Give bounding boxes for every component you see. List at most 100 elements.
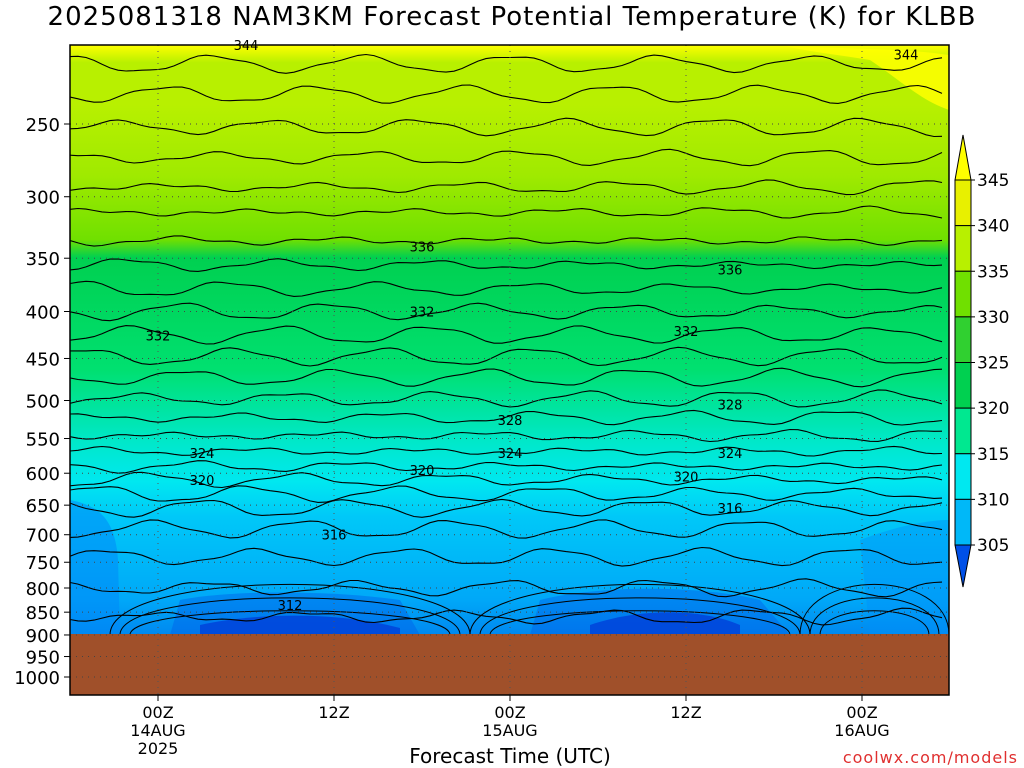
- colorbar-swatch: [954, 362, 972, 409]
- x-tick-label: 12Z: [318, 703, 349, 722]
- isentrope-line: [70, 519, 943, 539]
- isentrope-line: [70, 389, 943, 408]
- colorbar-swatch: [954, 179, 972, 227]
- colorbar-label: 315: [977, 445, 1009, 465]
- isentrope-line: [70, 498, 943, 518]
- colorbar-swatch: [954, 270, 972, 318]
- low-level-contour: [469, 583, 811, 635]
- colorbar-swatch: [954, 225, 972, 272]
- y-tick-label: 800: [26, 579, 60, 600]
- contour-lines: [70, 26, 949, 635]
- isentrope-line: [70, 280, 943, 297]
- field-blobs: [70, 45, 949, 635]
- isentrope-line: [70, 148, 943, 167]
- contour-label: 320: [190, 474, 215, 489]
- isentrope-line: [70, 428, 943, 443]
- ground-area: [70, 634, 949, 695]
- low-level-contour: [109, 583, 471, 635]
- colorbar-label: 340: [977, 217, 1009, 237]
- low-level-contour: [819, 610, 930, 635]
- isentrope-line: [70, 460, 943, 474]
- y-tick-label: 750: [26, 553, 60, 574]
- isentrope-line: [70, 485, 943, 503]
- isentrope-line: [70, 179, 943, 196]
- low-level-contour: [809, 597, 940, 635]
- x-tick-date: 16AUG: [834, 721, 889, 740]
- contour-label: 336: [718, 263, 743, 278]
- isentrope-line: [70, 117, 943, 138]
- low-level-contour: [799, 584, 949, 635]
- isentrope-line: [70, 471, 943, 489]
- y-axis: 2503003504004505005506006507007508008509…: [14, 115, 70, 689]
- contour-label: 328: [498, 414, 523, 429]
- contour-label: 332: [410, 305, 435, 320]
- contour-label: 336: [410, 241, 435, 256]
- isentrope-line: [70, 578, 943, 598]
- low-level-contour: [119, 597, 461, 635]
- credit-text: coolwx.com/models: [842, 748, 1018, 767]
- isentrope-line: [70, 53, 943, 74]
- colorbar-label: 335: [977, 262, 1009, 282]
- low-level-contour: [489, 610, 791, 635]
- y-tick-label: 600: [26, 464, 60, 485]
- y-tick-label: 500: [26, 392, 60, 413]
- colorbar-bottom-arrow: [954, 544, 972, 588]
- colorbar-swatch: [954, 498, 972, 546]
- x-tick-label: 00Z: [846, 703, 877, 722]
- low-level-contour: [129, 610, 451, 635]
- contour-label: 312: [278, 599, 303, 614]
- grid-lines: [70, 45, 949, 695]
- contour-label: 324: [190, 447, 215, 462]
- isentrope-line: [70, 607, 943, 626]
- contour-label: 316: [322, 529, 347, 544]
- colorbar-swatch: [954, 453, 972, 500]
- colorbar-top-arrow: [954, 134, 972, 181]
- contour-label: 332: [674, 325, 699, 340]
- y-tick-label: 350: [26, 249, 60, 270]
- contour-label: 332: [146, 330, 171, 345]
- colorbar: 345 340 335 330 325 320 315 310 305: [954, 134, 1009, 588]
- isentrope-line: [70, 258, 943, 272]
- x-tick-label: 00Z: [142, 703, 173, 722]
- x-axis-label: Forecast Time (UTC): [409, 744, 611, 768]
- isentrope-line: [70, 235, 943, 247]
- y-tick-label: 250: [26, 115, 60, 136]
- y-tick-label: 900: [26, 626, 60, 647]
- colorbar-swatch: [954, 407, 972, 455]
- contour-label: 320: [674, 471, 699, 486]
- y-tick-label: 850: [26, 603, 60, 624]
- y-tick-label: 450: [26, 349, 60, 370]
- y-tick-label: 400: [26, 302, 60, 323]
- colorbar-label: 310: [977, 490, 1009, 510]
- x-tick-label: 12Z: [670, 703, 701, 722]
- chart-title: 2025081318 NAM3KM Forecast Potential Tem…: [47, 2, 977, 32]
- y-tick-label: 950: [26, 648, 60, 669]
- isentrope-line: [70, 84, 943, 104]
- y-tick-label: 700: [26, 526, 60, 547]
- low-level-contour: [479, 597, 801, 635]
- colorbar-label: 345: [977, 171, 1009, 191]
- contour-label: 324: [718, 447, 743, 462]
- isentrope-line: [70, 325, 943, 345]
- isentrope-line: [70, 26, 942, 44]
- colorbar-label: 320: [977, 399, 1009, 419]
- x-tick-date: 15AUG: [482, 721, 537, 740]
- colorbar-label: 305: [977, 536, 1009, 556]
- isentrope-line: [70, 302, 943, 322]
- isentrope-line: [70, 205, 943, 219]
- contour-label: 328: [718, 398, 743, 413]
- x-tick-label: 00Z: [494, 703, 525, 722]
- colorbar-swatch: [954, 316, 972, 363]
- isentrope-line: [70, 367, 943, 388]
- contour-label: 344: [234, 39, 259, 54]
- contour-label: 344: [894, 48, 919, 63]
- colorbar-label: 330: [977, 308, 1009, 328]
- contour-label: 324: [498, 447, 523, 462]
- isentrope-line: [70, 445, 943, 457]
- contour-label: 320: [410, 464, 435, 479]
- x-tick-date: 14AUG: [130, 721, 185, 740]
- colorbar-label: 325: [977, 354, 1009, 374]
- contour-label: 316: [718, 502, 743, 517]
